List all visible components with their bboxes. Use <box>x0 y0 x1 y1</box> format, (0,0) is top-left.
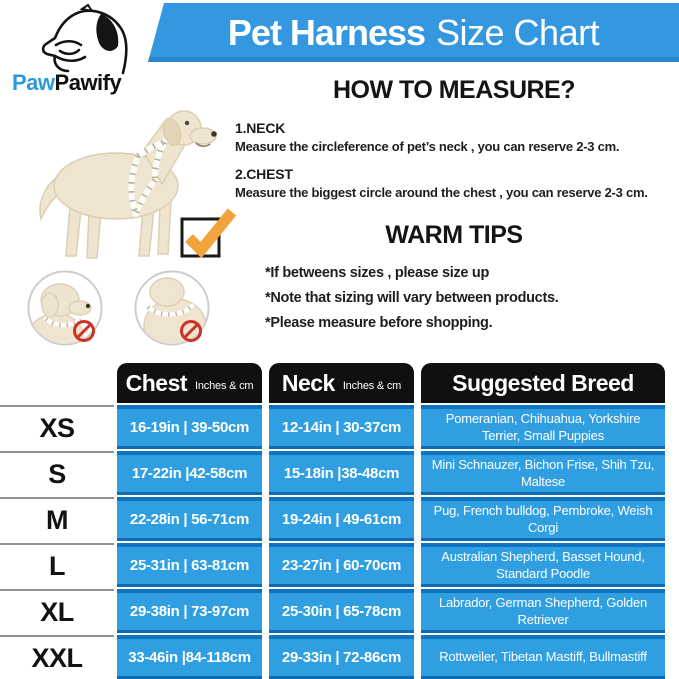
step-1-text: Measure the circleference of pet’s neck … <box>235 139 620 154</box>
how-to-measure-section: HOW TO MEASURE? 1.NECK Measure the circl… <box>231 76 677 212</box>
brand-name-pawify: Pawify <box>54 70 122 95</box>
step-2-label: 2.CHEST <box>235 166 293 182</box>
breed-cell: Pomeranian, Chihuahua, Yorkshire Terrier… <box>421 405 665 449</box>
collar-not-harness-inset-left <box>27 270 103 346</box>
table-corner-spacer <box>0 363 114 403</box>
size-label: M <box>0 497 114 541</box>
page-title-light: Size Chart <box>436 11 600 53</box>
dog-harness-illustration <box>39 110 217 259</box>
prohibition-icon <box>73 320 95 342</box>
chest-cell: 22-28in | 56-71cm <box>117 497 262 541</box>
column-header-breed: Suggested Breed <box>421 363 665 403</box>
checkmark-icon <box>180 208 236 259</box>
size-label: XS <box>0 405 114 449</box>
step-2-text: Measure the biggest circle around the ch… <box>235 185 648 200</box>
tip-line: *Please measure before shopping. <box>265 315 493 331</box>
breed-cell: Pug, French bulldog, Pembroke, Weish Cor… <box>421 497 665 541</box>
collar-not-harness-inset-right <box>134 270 210 346</box>
tip-line: *If betweens sizes , please size up <box>265 265 490 281</box>
size-chart-table: Chest Inches & cm Neck Inches & cm Sugge… <box>0 363 679 679</box>
size-label: L <box>0 543 114 587</box>
prohibition-icon <box>180 320 202 342</box>
dog-logo-icon <box>41 3 128 75</box>
column-header-neck: Neck Inches & cm <box>269 363 414 403</box>
size-label: XXL <box>0 635 114 679</box>
chest-cell: 17-22in |42-58cm <box>117 451 262 495</box>
column-header-chest: Chest Inches & cm <box>117 363 262 403</box>
brand-name: PawPawify <box>12 70 122 96</box>
chest-cell: 33-46in |84-118cm <box>117 635 262 679</box>
chest-cell: 29-38in | 73-97cm <box>117 589 262 633</box>
brand-name-paw: Paw <box>12 70 55 95</box>
breed-cell: Labrador, German Shepherd, Golden Retrie… <box>421 589 665 633</box>
size-label: XL <box>0 589 114 633</box>
how-to-measure-heading: HOW TO MEASURE? <box>332 76 576 104</box>
neck-cell: 29-33in | 72-86cm <box>269 635 414 679</box>
neck-cell: 23-27in | 60-70cm <box>269 543 414 587</box>
warm-tips-section: WARM TIPS *If betweens sizes , please si… <box>231 221 677 340</box>
neck-cell: 15-18in |38-48cm <box>269 451 414 495</box>
step-1-label: 1.NECK <box>235 120 286 136</box>
title-banner: Pet Harness Size Chart <box>148 3 679 62</box>
size-label: S <box>0 451 114 495</box>
warm-tips-heading: WARM TIPS <box>385 221 523 249</box>
breed-cell: Rottweiler, Tibetan Mastiff, Bullmastiff <box>421 635 665 679</box>
banner-bottom-strip <box>148 57 679 62</box>
chest-cell: 25-31in | 63-81cm <box>117 543 262 587</box>
chest-cell: 16-19in | 39-50cm <box>117 405 262 449</box>
tip-line: *Note that sizing will vary between prod… <box>265 290 559 306</box>
page-title-bold: Pet Harness <box>227 11 426 53</box>
neck-cell: 12-14in | 30-37cm <box>269 405 414 449</box>
neck-cell: 25-30in | 65-78cm <box>269 589 414 633</box>
neck-cell: 19-24in | 49-61cm <box>269 497 414 541</box>
breed-cell: Australian Shepherd, Basset Hound, Stand… <box>421 543 665 587</box>
breed-cell: Mini Schnauzer, Bichon Frise, Shih Tzu, … <box>421 451 665 495</box>
